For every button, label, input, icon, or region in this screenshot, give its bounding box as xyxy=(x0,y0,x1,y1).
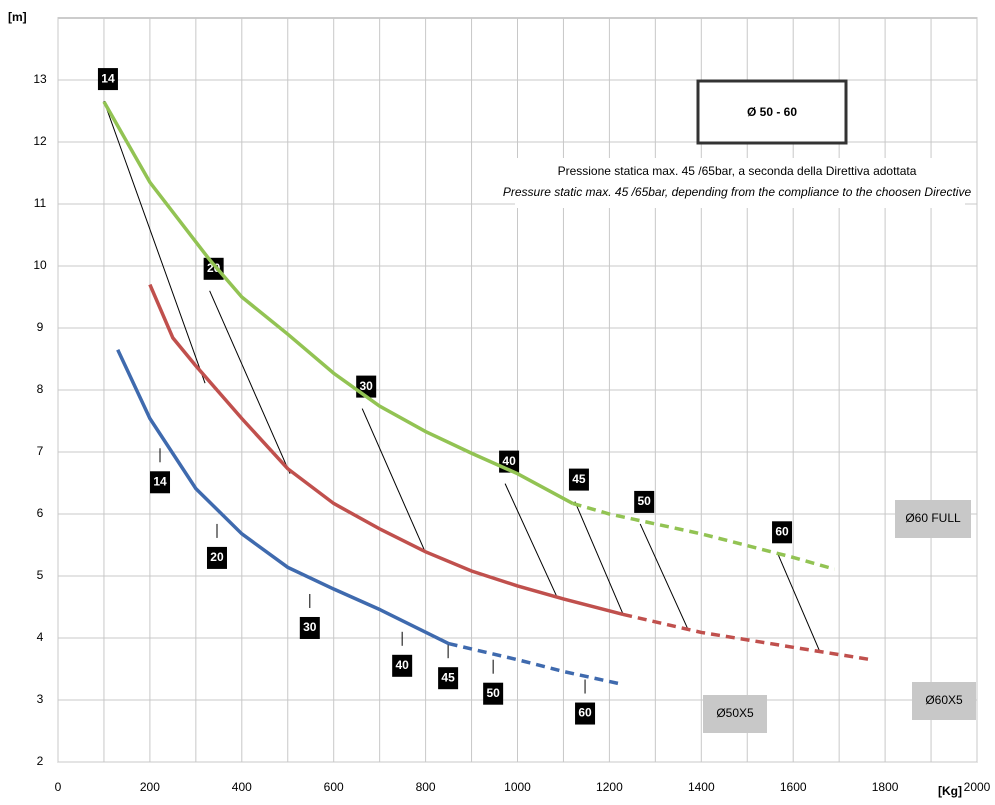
isoline-label-box xyxy=(568,468,589,491)
legend-box xyxy=(912,682,976,720)
isoline-label-box xyxy=(575,702,596,725)
isoline-label-box xyxy=(438,667,459,690)
isoline xyxy=(777,554,821,652)
x-tick-label: 1200 xyxy=(596,780,623,794)
x-tick-label: 400 xyxy=(232,780,252,794)
x-tick-label: 0 xyxy=(55,780,62,794)
isoline-label: 60 xyxy=(578,706,592,720)
isoline-label: 20 xyxy=(210,550,224,564)
y-axis-label: [m] xyxy=(8,10,27,24)
isoline-label: 50 xyxy=(638,494,652,508)
isoline-label: 45 xyxy=(572,472,586,486)
x-tick-label: 1000 xyxy=(504,780,531,794)
isoline-label: 30 xyxy=(303,620,317,634)
series-line xyxy=(148,283,624,617)
y-tick-label: 10 xyxy=(33,258,47,272)
isoline-label-box xyxy=(150,471,171,494)
isoline-label-box xyxy=(772,521,793,544)
x-tick-label: 1600 xyxy=(780,780,807,794)
isoline-label: 50 xyxy=(486,686,500,700)
isoline-label-box xyxy=(97,68,118,91)
y-tick-label: 13 xyxy=(33,72,47,86)
legend-box xyxy=(895,500,971,538)
isoline-label: 40 xyxy=(502,454,516,468)
series-line xyxy=(572,501,836,571)
x-tick-label: 1400 xyxy=(688,780,715,794)
note-line: Pressure static max. 45 /65bar, dependin… xyxy=(503,185,972,199)
isoline-label: 45 xyxy=(441,670,455,684)
x-tick-label: 600 xyxy=(324,780,344,794)
y-tick-label: 4 xyxy=(37,630,44,644)
legend-label: Ø60X5 xyxy=(925,693,963,707)
series-line xyxy=(448,641,624,687)
isoline xyxy=(639,523,689,630)
y-tick-label: 7 xyxy=(37,444,44,458)
isoline-label: 20 xyxy=(207,261,221,275)
chart-title: Ø 50 - 60 xyxy=(747,105,797,119)
y-tick-label: 12 xyxy=(33,134,47,148)
legend-label: Ø50X5 xyxy=(716,706,754,720)
isoline-label: 30 xyxy=(360,379,374,393)
y-tick-label: 11 xyxy=(34,196,47,210)
isoline xyxy=(504,483,558,598)
series-line xyxy=(116,348,450,646)
y-tick-label: 6 xyxy=(37,506,44,520)
isoline-label: 14 xyxy=(153,474,167,488)
x-tick-label: 800 xyxy=(416,780,436,794)
x-tick-label: 2000 xyxy=(964,780,991,794)
isoline-label-box xyxy=(392,654,413,677)
isoline-label: 14 xyxy=(101,71,115,85)
legend-label: Ø60 FULL xyxy=(905,511,961,525)
x-axis-label: [Kg] xyxy=(938,784,962,798)
isoline xyxy=(103,100,206,384)
isoline-label-box xyxy=(634,490,655,513)
series-line xyxy=(622,612,872,662)
isoline xyxy=(574,501,624,615)
x-tick-label: 1800 xyxy=(872,780,899,794)
x-tick-label: 200 xyxy=(140,780,160,794)
series-line xyxy=(102,100,574,506)
isoline-label-box xyxy=(483,682,504,705)
y-tick-label: 8 xyxy=(37,382,44,396)
note-line: Pressione statica max. 45 /65bar, a seco… xyxy=(558,164,917,178)
isoline-label-box xyxy=(299,616,320,639)
isoline xyxy=(361,408,426,553)
y-tick-label: 9 xyxy=(37,320,44,334)
legend-box xyxy=(703,695,767,733)
y-tick-label: 2 xyxy=(37,754,44,768)
y-tick-label: 3 xyxy=(37,692,44,706)
isoline xyxy=(209,290,291,474)
isoline-label: 40 xyxy=(395,658,409,672)
y-tick-label: 5 xyxy=(37,568,44,582)
title-box xyxy=(696,79,848,145)
note-box xyxy=(515,158,965,208)
isoline-label-box xyxy=(203,257,224,280)
isoline-label: 60 xyxy=(775,524,789,538)
isoline-label-box xyxy=(206,546,227,569)
